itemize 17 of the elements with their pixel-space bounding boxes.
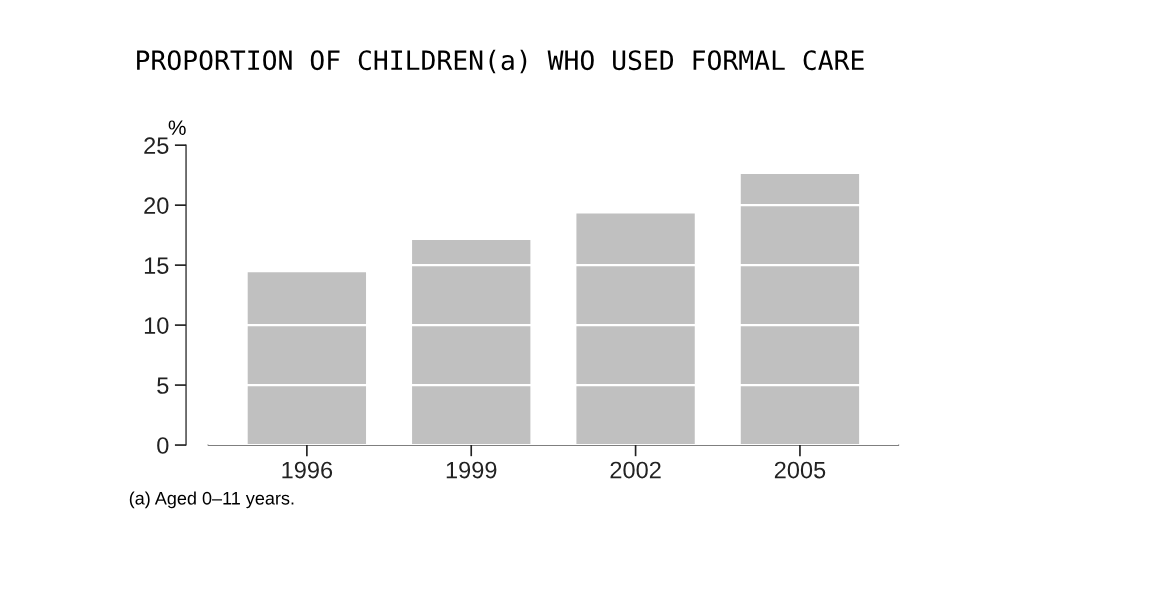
chart-title: PROPORTION OF CHILDREN(a) WHO USED FORMAL CARE xyxy=(137,49,864,74)
y-tick-label: 15 xyxy=(144,257,169,274)
text: (a) Aged 0–11 years. xyxy=(129,491,294,509)
bar xyxy=(576,213,695,446)
x-tick-label: 2002 xyxy=(610,461,661,479)
y-tick-label: 5 xyxy=(157,377,169,394)
bar xyxy=(412,239,531,446)
bar xyxy=(247,272,367,446)
x-tick-label: 1996 xyxy=(282,461,333,479)
y-tick-label: 25 xyxy=(144,137,169,154)
y-axis-title: % xyxy=(168,120,186,135)
y-tick-label: 20 xyxy=(144,197,169,214)
x-tick-label: 1999 xyxy=(446,461,497,479)
y-tick-label: 10 xyxy=(144,317,169,334)
y-tick-label: 0 xyxy=(157,437,169,454)
bar xyxy=(740,173,860,446)
x-tick-label: 2005 xyxy=(774,461,826,479)
